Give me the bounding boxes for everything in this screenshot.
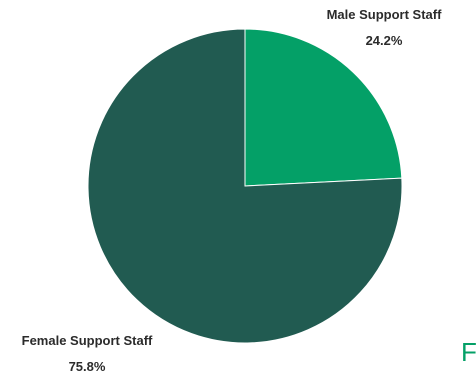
slice-label-male-name: Male Support Staff [327, 7, 443, 22]
slice-label-male-value: 24.2% [366, 33, 403, 48]
partial-heading-text: F [461, 337, 476, 367]
slice-label-female-value: 75.8% [69, 359, 106, 373]
slice-label-female-name: Female Support Staff [22, 333, 153, 348]
pie-slices [87, 28, 403, 344]
pie-slice-male-support-staff [244, 28, 403, 187]
pie-slice-female-support-staff [87, 28, 403, 344]
